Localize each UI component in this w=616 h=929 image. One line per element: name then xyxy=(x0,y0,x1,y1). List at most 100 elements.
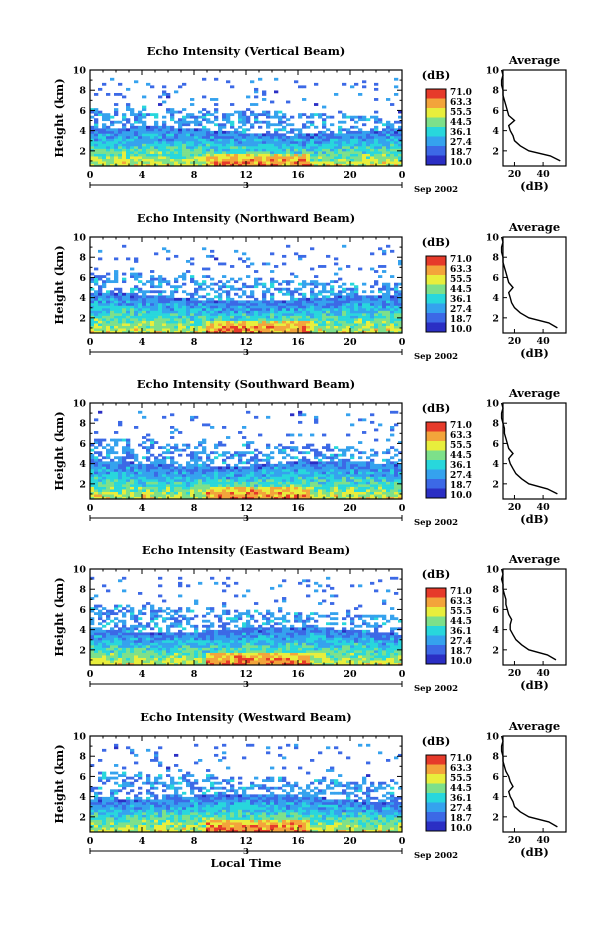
heatmap-cell xyxy=(110,151,115,154)
heatmap-cell xyxy=(338,305,343,309)
heatmap-cell xyxy=(94,120,99,124)
heatmap-cell xyxy=(94,305,99,309)
heatmap-cell xyxy=(102,652,107,656)
heatmap-cell xyxy=(310,491,315,495)
heatmap-cell xyxy=(282,292,287,296)
heatmap-cell xyxy=(322,156,327,159)
heatmap-cell xyxy=(246,305,251,309)
heatmap-cell xyxy=(122,448,127,452)
heatmap-cell xyxy=(366,479,371,482)
heatmap-cell xyxy=(134,300,139,304)
heatmap-cell xyxy=(94,151,99,154)
heatmap-cell xyxy=(282,280,287,284)
heatmap-cell xyxy=(326,254,331,258)
heatmap-cell xyxy=(190,484,195,487)
heatmap-cell xyxy=(238,118,243,122)
heatmap-cell xyxy=(234,453,239,457)
heatmap-cell xyxy=(194,292,199,296)
heatmap-cell xyxy=(142,491,147,495)
heatmap-cell xyxy=(314,463,319,467)
heatmap-cell xyxy=(102,645,107,648)
heatmap-cell xyxy=(334,491,339,495)
heatmap-cell xyxy=(350,481,355,485)
heatmap-cell xyxy=(90,657,95,661)
heatmap-cell xyxy=(350,158,355,162)
heatmap-cell xyxy=(346,146,351,149)
heatmap-cell xyxy=(126,305,131,309)
heatmap-cell xyxy=(218,476,223,480)
heatmap-cell xyxy=(334,313,339,316)
heatmap-cell xyxy=(338,453,343,457)
heatmap-cell xyxy=(362,320,367,324)
heatmap-cell xyxy=(134,305,139,309)
heatmap-cell xyxy=(126,108,131,111)
heatmap-cell xyxy=(110,481,115,485)
heatmap-cell xyxy=(262,290,267,294)
heatmap-cell xyxy=(390,446,395,450)
heatmap-cell xyxy=(130,302,135,306)
heatmap-cell xyxy=(118,479,123,482)
heatmap-cell xyxy=(370,491,375,495)
heatmap-cell xyxy=(150,148,155,152)
heatmap-cell xyxy=(358,441,363,444)
heatmap-cell xyxy=(370,130,375,134)
heatmap-cell xyxy=(150,163,155,167)
heatmap-cell xyxy=(286,491,291,495)
heatmap-cell xyxy=(234,133,239,137)
heatmap-cell xyxy=(318,156,323,159)
colorbar-tick-label: 55.5 xyxy=(450,108,472,118)
heatmap-cell xyxy=(154,143,159,147)
heatmap-cell xyxy=(358,491,363,495)
heatmap-cell xyxy=(166,146,171,149)
heatmap-cell xyxy=(114,297,119,301)
heatmap-cell xyxy=(290,494,295,498)
heatmap-cell xyxy=(386,135,391,139)
heatmap-cell xyxy=(214,257,219,261)
heatmap-cell xyxy=(250,125,255,129)
heatmap-cell xyxy=(158,125,163,129)
heatmap-cell xyxy=(234,313,239,316)
heatmap-cell xyxy=(374,473,379,477)
colorbar-swatch xyxy=(426,330,446,333)
heatmap-cell xyxy=(142,486,147,490)
heatmap-cell xyxy=(214,103,219,106)
heatmap-cell xyxy=(270,323,275,326)
heatmap-cell xyxy=(186,484,191,487)
heatmap-cell xyxy=(126,466,131,470)
heatmap-cell xyxy=(154,315,159,319)
heatmap-cell xyxy=(386,140,391,144)
heatmap-cell xyxy=(250,140,255,144)
heatmap-cell xyxy=(118,484,123,487)
heatmap-cell xyxy=(238,453,243,457)
heatmap-cell xyxy=(214,135,219,139)
heatmap-cell xyxy=(282,148,287,152)
heatmap-cell xyxy=(130,479,135,482)
heatmap-cell xyxy=(118,473,123,477)
heatmap-cell xyxy=(254,113,259,117)
heatmap-cell xyxy=(330,297,335,301)
heatmap-cell xyxy=(194,143,199,147)
heatmap-cell xyxy=(398,295,403,299)
heatmap-cell xyxy=(330,161,335,165)
heatmap-cell xyxy=(222,473,227,477)
heatmap-cell xyxy=(162,133,167,137)
heatmap-cell xyxy=(150,473,155,477)
heatmap-cell xyxy=(358,320,363,324)
heatmap-cell xyxy=(378,287,383,291)
heatmap-cell xyxy=(162,123,167,127)
heatmap-cell xyxy=(146,295,151,299)
heatmap-cell xyxy=(338,148,343,152)
heatmap-cell xyxy=(226,140,231,144)
heatmap-cell xyxy=(350,85,355,89)
heatmap-cell xyxy=(190,161,195,165)
heatmap-cell xyxy=(154,302,159,306)
heatmap-cell xyxy=(114,310,119,314)
heatmap-cell xyxy=(218,151,223,154)
heatmap-cell xyxy=(178,85,183,89)
heatmap-cell xyxy=(386,484,391,487)
heatmap-cell xyxy=(390,494,395,498)
heatmap-cell xyxy=(170,496,175,500)
heatmap-cell xyxy=(278,461,283,465)
heatmap-cell xyxy=(366,140,371,144)
heatmap-cell xyxy=(126,328,131,332)
